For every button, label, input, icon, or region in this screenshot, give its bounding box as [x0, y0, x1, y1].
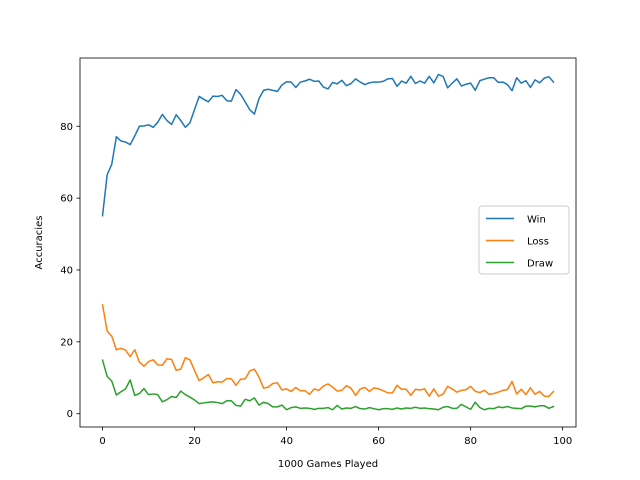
x-tick-label: 0 [99, 436, 105, 447]
axes-frame [79, 57, 577, 428]
series-line-draw [101, 359, 555, 411]
y-axis-label: Accuracies [34, 216, 45, 270]
x-tick-label: 40 [280, 436, 293, 447]
y-tick-label: 40 [60, 265, 73, 276]
x-axis-ticks: 0 20 40 60 80 100 [99, 427, 572, 447]
x-tick-label: 80 [464, 436, 477, 447]
x-axis-label: 1000 Games Played [278, 459, 378, 470]
series-layer [101, 73, 555, 411]
series-line-win [101, 73, 555, 217]
y-tick-label: 20 [60, 337, 73, 348]
y-axis-ticks: 0 20 40 60 80 [60, 122, 80, 420]
y-tick-label: 0 [67, 409, 73, 420]
x-tick-label: 100 [553, 436, 572, 447]
legend-label-loss: Loss [527, 237, 549, 248]
y-tick-label: 60 [60, 194, 73, 205]
x-tick-label: 20 [188, 436, 201, 447]
legend-frame [478, 205, 570, 275]
legend-label-win: Win [527, 215, 546, 226]
x-tick-label: 60 [372, 436, 385, 447]
y-tick-label: 80 [60, 122, 73, 133]
legend: Win Loss Draw [478, 205, 570, 275]
series-line-loss [101, 303, 555, 398]
legend-label-draw: Draw [527, 259, 553, 270]
